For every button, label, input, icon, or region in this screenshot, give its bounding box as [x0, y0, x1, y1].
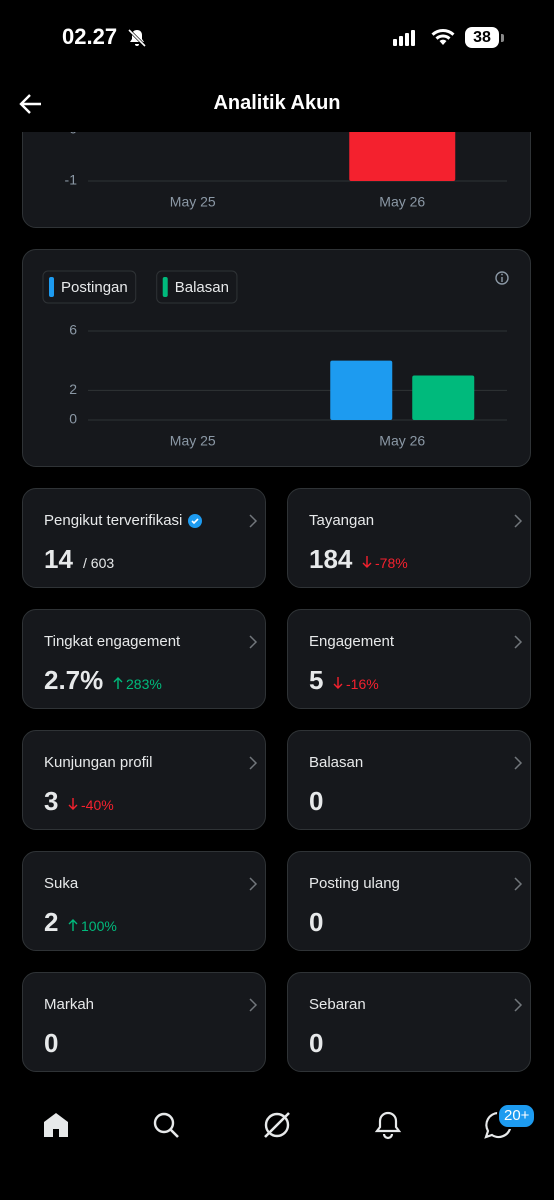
metric-total: / 603 [83, 555, 115, 571]
x-tick-label: May 25 [170, 194, 216, 210]
legend-label: Balasan [175, 279, 229, 296]
grok-tab[interactable] [261, 1109, 293, 1141]
metric-change: 283% [126, 676, 162, 692]
bar [349, 130, 456, 181]
metric-card[interactable]: Posting ulang 0 [287, 851, 531, 951]
metric-card[interactable]: Tingkat engagement 2.7% 283% [22, 609, 266, 709]
metric-value: 14 [44, 544, 73, 574]
chevron [514, 635, 523, 649]
chevron [514, 998, 523, 1012]
legend-item [42, 270, 137, 304]
metric-card[interactable]: Tayangan 184 -78% [287, 488, 531, 588]
battery-tip [501, 34, 504, 42]
mute-icon [127, 28, 147, 48]
metric-change: -78% [375, 555, 408, 571]
signal-icon [393, 30, 415, 46]
message-badge: 20+ [497, 1103, 537, 1129]
metric-value: 0 [309, 907, 324, 937]
header: 02.27 38 Analitik Akun [0, 0, 554, 132]
metric-card[interactable]: Pengikut terverifikasi 14 / 603 [22, 488, 266, 588]
metric-value: 0 [309, 1028, 324, 1058]
y-tick-label: 2 [69, 381, 77, 397]
trend-arrow [113, 677, 123, 689]
metric-value: 0 [44, 1028, 59, 1058]
metric-card[interactable]: Engagement 5 -16% [287, 609, 531, 709]
bottom-nav: 20+ [0, 1085, 554, 1200]
chevron [514, 877, 523, 891]
page-title: Analitik Akun [213, 92, 341, 114]
y-tick-label: -1 [65, 172, 78, 188]
chevron [249, 877, 258, 891]
chevron [249, 998, 258, 1012]
metric-label: Posting ulang [309, 875, 400, 892]
y-tick-label: 6 [69, 322, 77, 338]
metric-value: 2 [44, 907, 59, 937]
battery: 38 [465, 27, 499, 48]
metric-card[interactable]: Balasan 0 [287, 730, 531, 830]
back-button[interactable] [18, 92, 44, 116]
metric-card[interactable]: Suka 2 100% [22, 851, 266, 951]
trend-arrow [68, 919, 78, 931]
home-tab[interactable] [40, 1109, 72, 1141]
metric-value: 2.7% [44, 665, 104, 695]
metric-label: Sebaran [309, 996, 366, 1013]
chart-card [22, 249, 531, 467]
verified-badge [188, 514, 202, 528]
metric-value: 0 [309, 786, 324, 816]
info-icon[interactable] [495, 271, 509, 285]
chevron [249, 514, 258, 528]
y-tick-label: 0 [69, 411, 77, 427]
x-tick-label: May 26 [379, 194, 425, 210]
metric-change: -40% [81, 797, 114, 813]
bar [412, 375, 475, 420]
x-tick-label: May 25 [170, 433, 216, 449]
trend-arrow [68, 798, 78, 810]
metric-label: Suka [44, 875, 79, 892]
notifications-tab[interactable] [372, 1109, 404, 1141]
legend-label: Postingan [61, 279, 128, 296]
clock: 02.27 [62, 24, 118, 49]
chevron [249, 756, 258, 770]
legend-item [156, 270, 238, 304]
search-tab[interactable] [150, 1109, 182, 1141]
trend-arrow [362, 556, 372, 568]
metric-card[interactable]: Sebaran 0 [287, 972, 531, 1072]
metric-value: 184 [309, 544, 353, 574]
chevron [249, 635, 258, 649]
metric-label: Pengikut terverifikasi [44, 512, 183, 529]
legend-swatch [162, 277, 168, 297]
metric-label: Balasan [309, 754, 364, 771]
metric-change: -16% [346, 676, 379, 692]
x-tick-label: May 26 [379, 433, 425, 449]
metric-value: 3 [44, 786, 59, 816]
metric-label: Markah [44, 996, 95, 1013]
metric-value: 5 [309, 665, 324, 695]
trend-arrow [333, 677, 343, 689]
legend-swatch [49, 277, 54, 297]
metric-card[interactable]: Kunjungan profil 3 -40% [22, 730, 266, 830]
metric-label: Tingkat engagement [44, 633, 181, 650]
metric-label: Tayangan [309, 512, 375, 529]
chevron [514, 756, 523, 770]
wifi-icon [431, 29, 455, 45]
metric-change: 100% [81, 918, 117, 934]
chevron [514, 514, 523, 528]
metric-label: Kunjungan profil [44, 754, 153, 771]
metric-card[interactable]: Markah 0 [22, 972, 266, 1072]
bar [330, 360, 393, 420]
metric-label: Engagement [309, 633, 395, 650]
